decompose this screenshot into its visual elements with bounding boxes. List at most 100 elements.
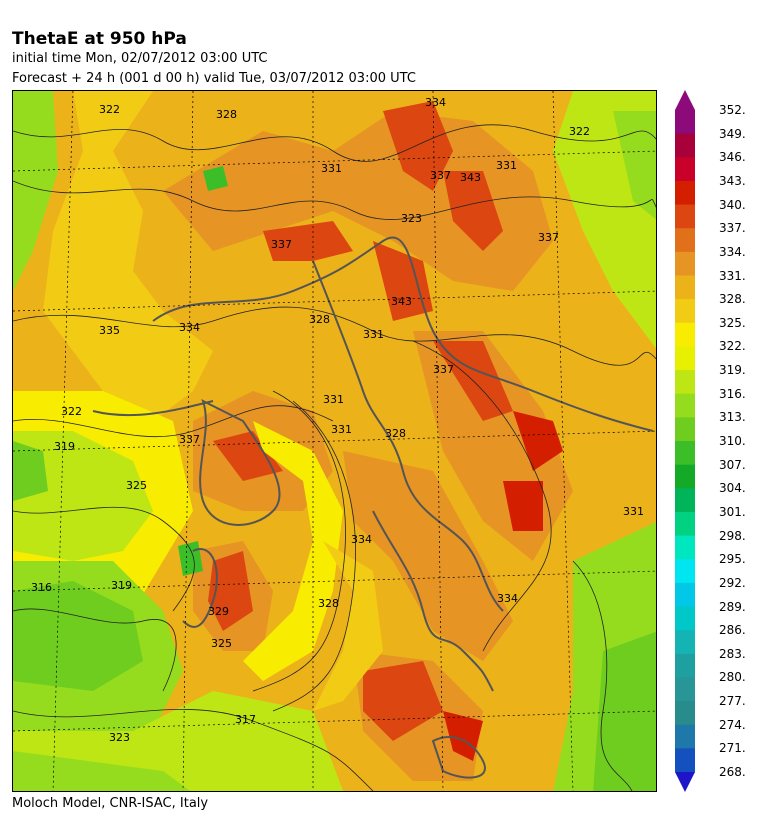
contour-label: 343 [391,295,412,308]
contour-label: 334 [425,96,446,109]
colorbar-tick-label: 307. [719,457,746,472]
colorbar-tick-label: 289. [719,599,746,614]
colorbar-swatch [675,701,695,726]
contour-label: 316 [31,581,52,594]
contour-label: 334 [179,321,200,334]
contour-label: 329 [208,605,229,618]
contour-label: 331 [623,505,644,518]
colorbar-swatch [675,748,695,773]
field-core-south [363,661,443,741]
contour-label: 337 [430,169,451,182]
colorbar-swatch [675,370,695,395]
contour-label: 331 [363,328,384,341]
coastlines [92,236,654,779]
colorbar-tick-label: 301. [719,504,746,519]
colorbar-tick-label: 334. [719,244,746,259]
colorbar-tick-label: 313. [719,410,746,425]
field-region-northeast-green [613,111,656,220]
colorbar-swatch [675,724,695,749]
contour-label: 337 [538,231,559,244]
contour-label: 328 [309,313,330,326]
contour-labels: 322 328 334 322 331 337 343 323 337 331 … [31,96,644,744]
colorbar-tick-label: 274. [719,717,746,732]
thetae-map: 322 328 334 322 331 337 343 323 337 331 … [12,90,657,792]
colorbar-bottom-arrow [675,772,695,792]
colorbar-tick-label: 268. [719,765,746,779]
contour-label: 328 [318,597,339,610]
colorbar-tick-label: 337. [719,221,746,236]
contour-label: 322 [569,125,590,138]
contour-label: 322 [99,103,120,116]
colorbar-swatch [675,535,695,560]
colorbar [675,90,695,792]
colorbar-swatch [675,251,695,276]
colorbar-tick-label: 328. [719,292,746,307]
colorbar-swatch [675,180,695,206]
contour-label: 325 [126,479,147,492]
colorbar-swatch [675,393,695,418]
field-core-southeast-hot [503,481,543,531]
field-belt-yellow-2 [313,541,383,711]
colorbar-swatch [675,488,695,513]
field-core-central [213,431,283,481]
colorbar-tick-label: 352. [719,103,746,117]
colorbar-tick-label: 304. [719,481,746,496]
field-region-east-sea-deep [593,631,656,791]
contour-label: 337 [433,363,454,376]
colorbar-swatch [675,228,695,253]
contour-label: 331 [496,159,517,172]
contour-label: 334 [351,533,372,546]
field-core-north [383,101,453,191]
colorbar-swatch [675,110,695,135]
colorbar-swatch [675,464,695,489]
field-region-north-warm [163,111,553,291]
colorbar-swatch [675,204,695,229]
contour-label: 317 [235,713,256,726]
colorbar-top-arrow [675,90,695,110]
colorbar-tick-label: 280. [719,670,746,685]
colorbar-swatch [675,322,695,347]
contour-lines [13,124,656,791]
contour-label: 331 [323,393,344,406]
colorbar-swatch [675,630,695,655]
field-region-west-sea-green [13,431,153,561]
colorbar-swatch [675,653,695,678]
model-credit: Moloch Model, CNR-ISAC, Italy [12,796,209,811]
contour-label: 331 [321,162,342,175]
colorbar-tick-label: 349. [719,126,746,141]
colorbar-swatch [675,275,695,300]
contour-label: 331 [331,423,352,436]
field-region-west-edge [13,91,58,291]
colorbar-tick-label: 325. [719,315,746,330]
colorbar-swatch [675,677,695,702]
colorbar-swatch [675,133,695,158]
field-core-east-hot [513,411,563,471]
colorbar-tick-label: 298. [719,528,746,543]
contour-label: 337 [179,433,200,446]
colorbar-tick-label: 343. [719,173,746,188]
contour-label: 319 [54,440,75,453]
field-belt-yellow [243,421,343,681]
colorbar-swatch [675,346,695,371]
field-core-northeast [443,171,503,251]
colorbar-tick-label: 310. [719,434,746,448]
field-core-sw [208,551,253,631]
colorbar-swatch [675,417,695,442]
initial-time-label: initial time Mon, 02/07/2012 03:00 UTC [12,51,268,66]
colorbar-tick-label: 271. [719,741,746,756]
field-cell-green [203,166,228,191]
colorbar-tick-label: 319. [719,363,746,378]
contour-label: 323 [401,212,422,225]
colorbar-swatch [675,559,695,584]
contour-label: 322 [61,405,82,418]
field-region-southwest-sea-deep [13,581,143,691]
colorbar-tick-label: 277. [719,694,746,709]
field-core-central-north [263,221,353,261]
colorbar-tick-label: 346. [719,150,746,165]
contour-label: 328 [216,108,237,121]
colorbar-tick-label: 322. [719,339,746,354]
colorbar-swatch [675,157,695,182]
colorbar-tick-label: 316. [719,386,746,401]
field-region-southcentral-warm [343,451,513,661]
colorbar-swatch [675,582,695,607]
